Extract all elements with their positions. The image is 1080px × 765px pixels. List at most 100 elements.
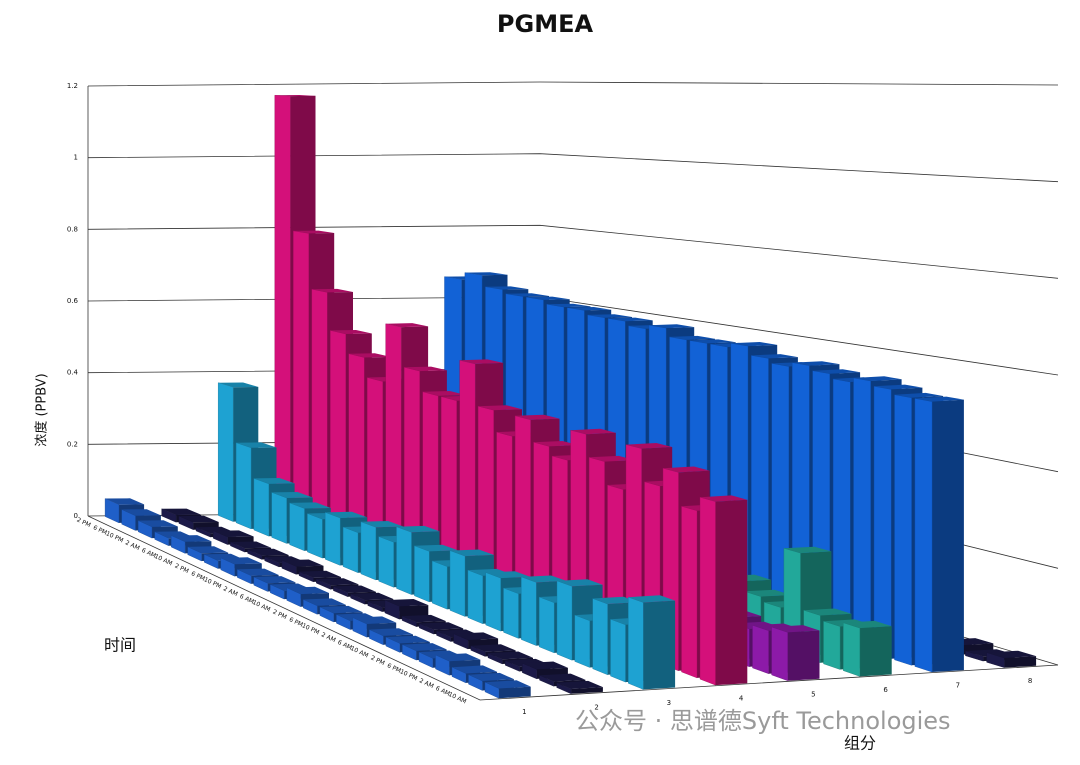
bar-top [567, 307, 612, 311]
bar-face [894, 394, 912, 666]
bar-face [330, 330, 346, 543]
bar-face [539, 674, 555, 687]
z-tick-label: 3 [667, 699, 671, 707]
y-tick-label: 0.4 [67, 369, 79, 377]
bar-top [293, 230, 335, 234]
bar-face [418, 651, 433, 669]
bar-face [293, 230, 309, 529]
bar-face [316, 578, 331, 590]
bar-side [643, 600, 676, 690]
x-tick-label: 2 AM [418, 677, 435, 690]
bar-top [384, 599, 429, 607]
bar-top [556, 680, 603, 689]
bar-top [236, 442, 277, 448]
z-tick-label: 7 [956, 682, 960, 690]
bar [628, 595, 676, 690]
bar-face [104, 498, 120, 524]
chart-title: PGMEA [497, 10, 594, 38]
bar-face [432, 560, 448, 610]
bar-face [286, 587, 301, 608]
bar-face [253, 478, 270, 537]
bar-top [286, 586, 329, 595]
z-axis-label: 组分 [844, 734, 876, 753]
bar-top [138, 520, 178, 527]
bar-top [350, 592, 394, 601]
bar-top [488, 651, 533, 660]
bar-face [195, 526, 211, 538]
bar-face [170, 535, 186, 554]
bar-face [610, 618, 626, 683]
x-tick-label: 2 PM [272, 609, 288, 621]
bar-face [873, 386, 892, 659]
bar-face [230, 541, 246, 553]
z-tick-label: 2 [594, 703, 598, 711]
bar-top [178, 515, 219, 523]
bar-top [171, 535, 212, 542]
bar [914, 396, 964, 673]
bar-top [230, 541, 272, 549]
bar-top [592, 596, 639, 604]
watermark: 公众号 · 思谱德Syft Technologies [575, 707, 951, 735]
bar-face [436, 630, 452, 642]
x-tick-label: 10 PM [203, 576, 223, 590]
bar-face [449, 550, 466, 617]
x-tick-label: 10 PM [399, 668, 419, 682]
x-tick-label: 2 AM [320, 631, 337, 644]
bar-face [396, 526, 412, 595]
bar-side [932, 399, 964, 672]
bar-face [281, 559, 297, 575]
bar-top [485, 286, 529, 290]
bar-top [485, 571, 531, 579]
bar-face [367, 600, 383, 613]
bar-top [360, 521, 404, 528]
bar-top [319, 605, 363, 614]
bar-face [823, 620, 841, 670]
bar-top [369, 628, 413, 636]
bar-top [894, 392, 944, 398]
bar-side [787, 630, 820, 681]
bar-top [874, 384, 923, 390]
bar [986, 650, 1037, 668]
bar-face [914, 398, 933, 673]
y-tick-label: 0.2 [67, 440, 78, 448]
bar-top [803, 608, 852, 616]
y-tick-label: 0.8 [67, 225, 78, 233]
bar-face [237, 569, 252, 585]
bar-face [467, 569, 483, 625]
bar-top [700, 495, 748, 502]
bar-face [435, 654, 450, 676]
bar-top [570, 428, 616, 435]
bar-face [137, 520, 153, 539]
bar-top [626, 443, 673, 449]
bar-top [505, 293, 549, 297]
bar-side [498, 686, 531, 699]
bar-face [154, 531, 169, 547]
bar-face [453, 633, 469, 650]
bar-face [264, 556, 280, 568]
bar-top [271, 492, 313, 498]
bar-top [404, 366, 447, 372]
bar-top [452, 665, 498, 674]
bar-face [271, 492, 287, 544]
x-tick-label: 2 PM [76, 517, 92, 529]
bar-face [522, 662, 537, 680]
bar-top [914, 396, 964, 402]
bar-top [608, 317, 653, 322]
bar-face [468, 674, 483, 691]
bar-face [521, 576, 537, 646]
bar-face [298, 571, 314, 583]
bar-top [161, 508, 202, 515]
bar-face [203, 554, 219, 569]
bar-face [307, 513, 323, 559]
bar-face [384, 599, 400, 620]
bar-top [539, 673, 586, 682]
bar-face [178, 515, 194, 531]
bar-face [771, 626, 788, 681]
bar-top [247, 548, 289, 556]
bar-face [451, 666, 467, 684]
bar-face [503, 587, 519, 639]
bar-face [360, 521, 377, 581]
bar-top [385, 323, 429, 328]
bar-face [319, 606, 334, 623]
